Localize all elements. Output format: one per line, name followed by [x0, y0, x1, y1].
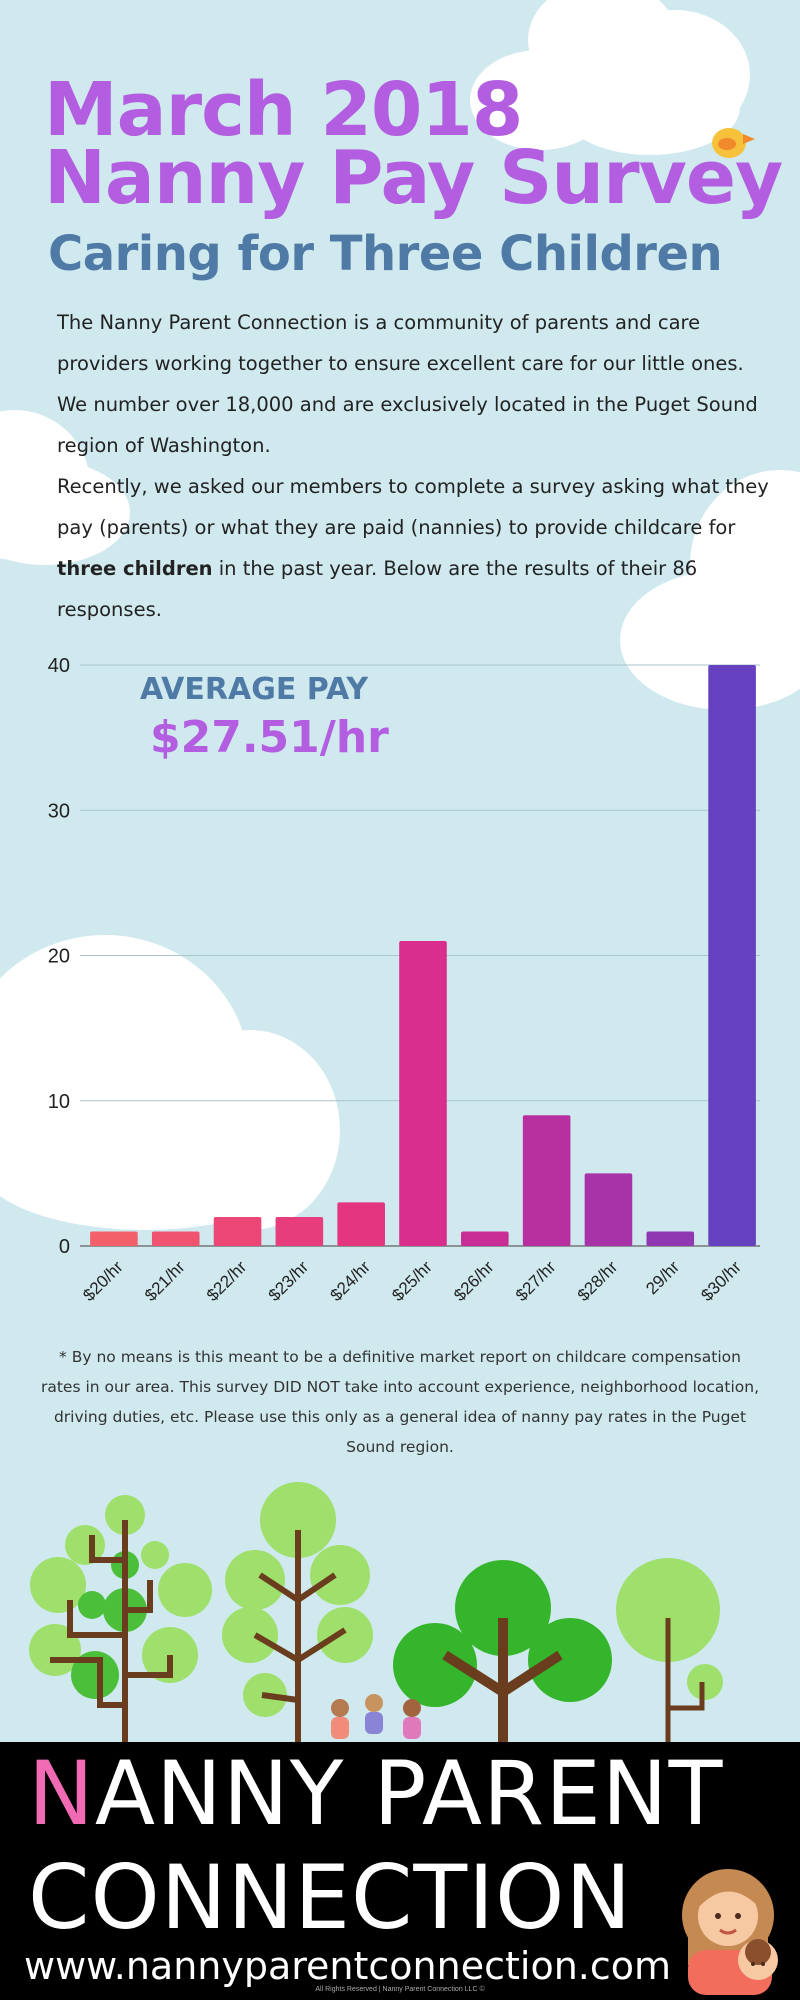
- children-icon: [331, 1694, 421, 1739]
- bar-10: [708, 665, 756, 1246]
- intro-text-after: in the past year. Below are the results …: [57, 557, 698, 621]
- x-tick-label: $22/hr: [203, 1257, 251, 1305]
- x-tick-label: $30/hr: [697, 1257, 745, 1305]
- average-pay-label: AVERAGE PAY: [140, 672, 369, 707]
- brand-line1-rest: ANNY PARENT: [94, 1742, 724, 1845]
- intro-paragraph-2: Recently, we asked our members to comple…: [57, 466, 777, 630]
- x-tick-label: $28/hr: [574, 1257, 622, 1305]
- y-tick-label: 20: [48, 946, 70, 968]
- x-tick-label: $26/hr: [450, 1257, 498, 1305]
- bar-5: [399, 940, 447, 1246]
- x-tick-label: 29/hr: [642, 1257, 683, 1298]
- tree-1: [29, 1495, 212, 1742]
- x-tick-label: $27/hr: [512, 1257, 560, 1305]
- bar-0: [90, 1231, 138, 1246]
- x-tick-label: $24/hr: [326, 1257, 374, 1305]
- intro-text: The Nanny Parent Connection is a communi…: [57, 302, 777, 630]
- intro-paragraph-1: The Nanny Parent Connection is a communi…: [57, 311, 758, 457]
- y-tick-label: 0: [59, 1236, 70, 1258]
- brand-first-letter: N: [28, 1742, 95, 1845]
- page-title-line2: Nanny Pay Survey: [44, 135, 783, 221]
- tree-4: [616, 1558, 723, 1742]
- x-tick-label: $23/hr: [265, 1257, 313, 1305]
- trees-illustration: [29, 1482, 723, 1742]
- website-link[interactable]: www.nannyparentconnection.com: [24, 1944, 672, 1988]
- y-tick-label: 30: [48, 800, 70, 822]
- rights-text: All Rights Reserved | Nanny Parent Conne…: [315, 1986, 485, 1993]
- bar-8: [584, 1173, 633, 1246]
- bird-icon: [712, 128, 755, 158]
- pay-rate-bar-chart: 0 10 20 30 40 $20/hr $21/hr $22/hr $23/hr $24/hr…: [48, 655, 760, 1305]
- bar-4: [337, 1202, 385, 1246]
- y-tick-label: 40: [48, 655, 70, 677]
- page-subtitle: Caring for Three Children: [48, 226, 723, 282]
- bar-6: [461, 1231, 509, 1246]
- bar-1: [151, 1231, 200, 1246]
- intro-text-bold: three children: [57, 557, 213, 580]
- x-tick-label: $21/hr: [141, 1257, 189, 1305]
- tree-2: [222, 1482, 373, 1742]
- bar-2: [213, 1216, 262, 1246]
- footer-bar: [0, 1742, 800, 2000]
- tree-3: [393, 1560, 612, 1742]
- average-pay-value: $27.51/hr: [150, 712, 389, 763]
- x-tick-label: $20/hr: [79, 1257, 127, 1305]
- footnote-text: * By no means is this meant to be a defi…: [40, 1348, 760, 1456]
- bar-3: [275, 1216, 324, 1246]
- intro-text-before: Recently, we asked our members to comple…: [57, 475, 769, 539]
- nanny-with-baby-icon: [682, 1869, 778, 1995]
- bar-9: [646, 1231, 695, 1246]
- brand-name-line1: NANNY PARENT: [28, 1744, 723, 1844]
- y-tick-label: 10: [48, 1091, 70, 1113]
- bar-7: [522, 1115, 571, 1246]
- x-tick-label: $25/hr: [388, 1257, 436, 1305]
- page-title-line1: March 2018: [44, 67, 523, 153]
- brand-name-line2: CONNECTION: [28, 1846, 633, 1949]
